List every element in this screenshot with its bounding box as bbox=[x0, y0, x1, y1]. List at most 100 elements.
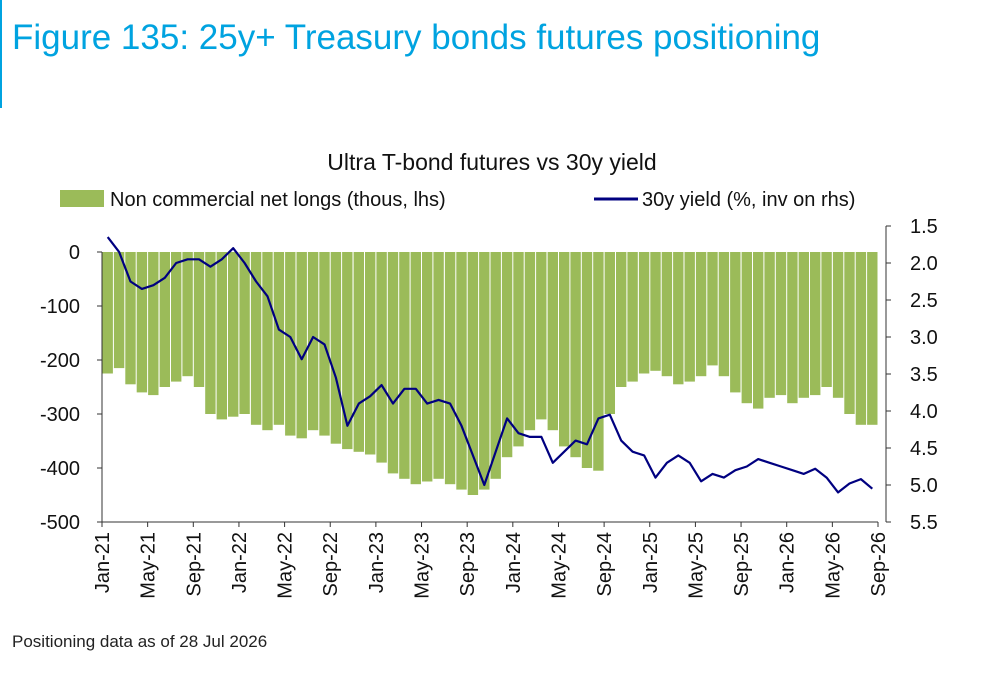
bar-2025-03 bbox=[673, 252, 684, 385]
bar-2025-11 bbox=[764, 252, 775, 398]
bar-2022-01 bbox=[239, 252, 250, 414]
bar-2023-09 bbox=[467, 252, 479, 495]
x-tick-label: May-21 bbox=[138, 532, 160, 599]
y-left-tick-label: -200 bbox=[40, 350, 80, 372]
bar-2021-08 bbox=[182, 252, 193, 377]
title-accent-bar bbox=[0, 0, 2, 108]
bar-2025-05 bbox=[695, 252, 707, 377]
bar-2025-10 bbox=[753, 252, 764, 409]
x-tick-label: Jan-24 bbox=[503, 532, 525, 593]
bar-2025-02 bbox=[661, 252, 673, 377]
y-right-tick-label: 3.5 bbox=[910, 364, 938, 386]
bar-2023-06 bbox=[433, 252, 444, 479]
x-tick-label: Sep-25 bbox=[731, 532, 753, 597]
bar-2023-03 bbox=[399, 252, 410, 479]
bar-2026-05 bbox=[832, 252, 844, 398]
bar-2023-07 bbox=[444, 252, 456, 485]
bar-2025-07 bbox=[718, 252, 730, 377]
bar-2022-04 bbox=[273, 252, 285, 425]
bar-2024-05 bbox=[559, 252, 570, 447]
bar-2022-10 bbox=[342, 252, 353, 450]
bar-2022-11 bbox=[353, 252, 364, 452]
bar-2021-07 bbox=[171, 252, 182, 382]
y-right-tick-label: 3.0 bbox=[910, 327, 938, 349]
bar-2021-11 bbox=[216, 252, 227, 420]
bar-2021-10 bbox=[205, 252, 216, 414]
bar-2021-12 bbox=[228, 252, 239, 417]
x-tick-label: Sep-21 bbox=[183, 532, 205, 597]
x-tick-label: Jan-23 bbox=[366, 532, 388, 593]
bar-2022-05 bbox=[285, 252, 296, 436]
bar-2025-06 bbox=[707, 252, 718, 366]
bar-2024-01 bbox=[513, 252, 524, 447]
bar-2026-07 bbox=[855, 252, 867, 425]
bar-2026-03 bbox=[810, 252, 821, 396]
bar-2026-04 bbox=[821, 252, 832, 387]
bar-2023-05 bbox=[422, 252, 433, 482]
x-tick-label: May-22 bbox=[275, 532, 297, 599]
figure-title: Figure 135: 25y+ Treasury bonds futures … bbox=[12, 18, 821, 57]
bar-2023-12 bbox=[501, 252, 513, 458]
bar-2024-02 bbox=[524, 252, 536, 431]
bar-2022-12 bbox=[365, 252, 376, 455]
bar-2025-04 bbox=[684, 252, 695, 382]
x-tick-label: Sep-23 bbox=[457, 532, 479, 597]
yield-line bbox=[106, 236, 874, 494]
y-left-tick-label: -400 bbox=[40, 458, 80, 480]
bar-2021-05 bbox=[148, 252, 159, 396]
y-right-tick-label: 4.0 bbox=[910, 401, 938, 423]
bar-2024-10 bbox=[616, 252, 627, 387]
bar-2021-01 bbox=[102, 252, 113, 374]
bar-2023-01 bbox=[376, 252, 387, 463]
legend-label-line: 30y yield (%, inv on rhs) bbox=[642, 189, 855, 211]
bar-2025-01 bbox=[650, 252, 661, 371]
x-tick-label: May-25 bbox=[685, 532, 707, 599]
y-right-tick-label: 2.5 bbox=[910, 290, 938, 312]
bar-2021-06 bbox=[159, 252, 170, 387]
bar-2025-09 bbox=[741, 252, 752, 404]
bar-2025-12 bbox=[775, 252, 787, 396]
x-tick-label: May-24 bbox=[549, 532, 571, 599]
y-right-tick-label: 5.5 bbox=[910, 512, 938, 534]
chart-title: Ultra T-bond futures vs 30y yield bbox=[327, 149, 656, 175]
y-right-tick-label: 4.5 bbox=[910, 438, 938, 460]
x-tick-label: Sep-22 bbox=[320, 532, 342, 597]
line-layer bbox=[106, 236, 874, 494]
y-left-tick-label: -100 bbox=[40, 296, 80, 318]
bar-2021-02 bbox=[113, 252, 125, 369]
bar-2026-02 bbox=[798, 252, 809, 398]
legend-swatch-bars bbox=[60, 190, 104, 207]
bar-2021-03 bbox=[125, 252, 136, 385]
bar-2024-07 bbox=[581, 252, 593, 468]
bar-2022-06 bbox=[296, 252, 307, 439]
bar-2023-04 bbox=[410, 252, 421, 485]
legend-label-bars: Non commercial net longs (thous, lhs) bbox=[110, 189, 446, 211]
x-tick-label: May-23 bbox=[412, 532, 434, 599]
bar-2023-10 bbox=[479, 252, 490, 490]
y-left-tick-label: 0 bbox=[69, 242, 80, 264]
bar-2024-11 bbox=[627, 252, 638, 382]
y-right-tick-label: 1.5 bbox=[910, 216, 938, 238]
bar-2024-03 bbox=[536, 252, 547, 420]
bar-2023-08 bbox=[456, 252, 467, 490]
footnote: Positioning data as of 28 Jul 2026 bbox=[12, 632, 268, 651]
bar-2024-08 bbox=[593, 252, 604, 471]
x-tick-label: Jan-21 bbox=[92, 532, 114, 593]
x-tick-label: Sep-26 bbox=[868, 532, 890, 597]
bar-2022-07 bbox=[307, 252, 319, 431]
x-tick-label: May-26 bbox=[822, 532, 844, 599]
bar-2026-08 bbox=[867, 252, 878, 425]
y-left-tick-label: -500 bbox=[40, 512, 80, 534]
bars-layer bbox=[102, 252, 878, 495]
bar-2023-11 bbox=[490, 252, 501, 479]
x-tick-label: Jan-26 bbox=[777, 532, 799, 593]
bar-2025-08 bbox=[730, 252, 741, 393]
bar-2026-01 bbox=[787, 252, 798, 404]
bar-2024-12 bbox=[638, 252, 650, 374]
bar-2024-09 bbox=[604, 252, 615, 414]
bar-2021-04 bbox=[136, 252, 148, 393]
bar-2026-06 bbox=[844, 252, 855, 414]
bar-2023-02 bbox=[387, 252, 399, 474]
y-left-tick-label: -300 bbox=[40, 404, 80, 426]
